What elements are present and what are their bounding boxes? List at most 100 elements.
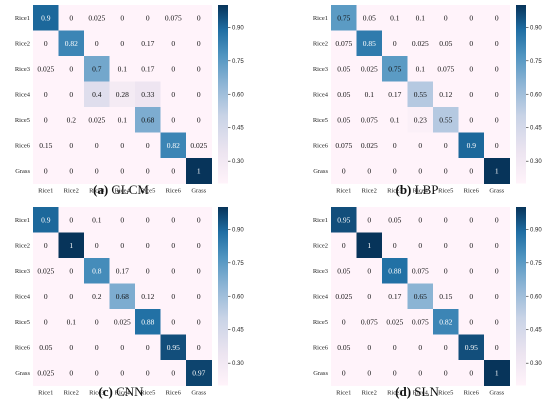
- heatmap-cell: [186, 283, 212, 310]
- cell-value-label: 0.025: [37, 266, 54, 275]
- cell-value-label: 0: [418, 368, 422, 377]
- panel-lbp: 0.75 0.05 0.1 0.1 0 0 0 0.075 0.85 0 0.025 0.05 0 0 0.…: [313, 5, 542, 195]
- heatmap-cell: [484, 258, 510, 284]
- cell-value-label: 0.97: [192, 368, 205, 377]
- y-tick-label: Grass: [313, 370, 328, 377]
- heatmap-cell: [356, 5, 383, 31]
- heatmap-cell: [433, 107, 459, 133]
- x-tick-label: Rice4: [413, 188, 429, 195]
- heatmap-cell: [186, 56, 212, 82]
- colorbar-tick-label: 0.75: [530, 261, 542, 267]
- cell-value-label: 0: [367, 166, 371, 175]
- cell-value-label: 0.05: [337, 115, 350, 124]
- cell-value-label: 0.1: [67, 317, 77, 326]
- panel-glcm: 0.9 0 0.025 0 0 0.075 00 0.82 0 0 0.17 0 00.025 0 0.7 0…: [15, 5, 244, 195]
- y-tick-label: Rice1: [313, 217, 328, 224]
- heatmap-cell: [382, 107, 408, 133]
- cell-value-label: 0.025: [88, 115, 105, 124]
- heatmap-cell: [356, 360, 383, 386]
- y-tick-label: Grass: [15, 370, 30, 377]
- heatmap-cell: [84, 107, 110, 133]
- cell-value-label: 0: [444, 266, 448, 275]
- heatmap-cell: [109, 258, 136, 284]
- cell-value-label: 0: [444, 343, 448, 352]
- cell-value-label: 0: [495, 343, 499, 352]
- heatmap-cell: [407, 56, 434, 82]
- cell-value-label: 0: [418, 141, 422, 150]
- y-tick-label: Rice5: [313, 319, 328, 326]
- cell-value-label: 0.05: [388, 215, 401, 224]
- cell-value-label: 0.2: [67, 115, 77, 124]
- cell-value-label: 0: [120, 343, 124, 352]
- heatmap-cell: [84, 283, 110, 310]
- heatmap-cell: [433, 81, 459, 108]
- x-tick-label: Rice6: [464, 390, 480, 397]
- x-tick-label: Rice2: [362, 188, 377, 195]
- colorbar: [516, 207, 526, 386]
- cell-value-label: 0: [342, 317, 346, 326]
- heatmap-cell: [433, 207, 459, 233]
- cell-value-label: 1: [495, 368, 499, 377]
- heatmap-cell: [186, 107, 212, 133]
- colorbar-tick-label: 0.90: [232, 25, 244, 31]
- heatmap-cell: [356, 107, 383, 133]
- y-tick-label: Rice3: [15, 66, 30, 73]
- x-tick-label: Rice3: [89, 188, 104, 195]
- cell-value-label: 0.075: [412, 317, 429, 326]
- heatmap-cell: [484, 360, 510, 386]
- heatmap-cell: [135, 30, 161, 57]
- heatmap-cell: [458, 56, 485, 82]
- cell-value-label: 0: [171, 166, 175, 175]
- heatmap-cell: [407, 30, 434, 57]
- heatmap-cell: [356, 334, 383, 361]
- colorbar-tick-label: 0.60: [232, 294, 244, 300]
- cell-value-label: 0.05: [337, 90, 350, 99]
- heatmap-cell: [58, 5, 85, 31]
- heatmap-cell: [356, 283, 383, 310]
- cell-value-label: 0: [444, 141, 448, 150]
- cell-value-label: 0.82: [439, 317, 452, 326]
- cell-value-label: 0.17: [388, 292, 401, 301]
- heatmap-cell: [331, 360, 357, 386]
- cell-value-label: 0: [444, 368, 448, 377]
- cell-value-label: 0: [171, 241, 175, 250]
- y-tick-label: Rice4: [15, 91, 31, 98]
- cell-value-label: 0: [44, 317, 48, 326]
- cell-value-label: 0.15: [439, 292, 452, 301]
- heatmap-cell: [84, 334, 110, 361]
- cell-value-label: 0: [418, 166, 422, 175]
- heatmap-cell: [458, 30, 485, 57]
- heatmap-cell: [84, 30, 110, 57]
- heatmap-cell: [331, 158, 357, 184]
- heatmap-cell: [382, 283, 408, 310]
- cell-value-label: 0.8: [92, 266, 102, 275]
- cell-value-label: 0: [469, 368, 473, 377]
- cell-value-label: 0: [95, 343, 99, 352]
- heatmap-cell: [186, 81, 212, 108]
- heatmap-cell: [458, 207, 485, 233]
- colorbar-tick-label: 0.75: [232, 261, 244, 267]
- cell-value-label: 0: [69, 166, 73, 175]
- colorbar-tick-label: 0.45: [232, 328, 244, 334]
- heatmap-cell: [331, 232, 357, 259]
- heatmap-cell: [135, 56, 161, 82]
- cell-value-label: 0.68: [141, 115, 154, 124]
- heatmap-cell: [58, 107, 85, 133]
- cell-value-label: 1: [69, 241, 73, 250]
- heatmap-cell: [382, 258, 408, 284]
- heatmap-cell: [33, 309, 59, 335]
- cell-value-label: 0: [393, 141, 397, 150]
- cell-value-label: 0: [171, 64, 175, 73]
- heatmap-cell: [356, 30, 383, 57]
- heatmap-cell: [135, 158, 161, 184]
- colorbar-tick-label: 0.90: [530, 227, 542, 233]
- heatmap-cell: [186, 232, 212, 259]
- cell-value-label: 0: [418, 241, 422, 250]
- x-tick-label: Rice5: [140, 188, 155, 195]
- heatmap-cell: [407, 334, 434, 361]
- heatmap-cell: [356, 207, 383, 233]
- cell-value-label: 0.025: [37, 368, 54, 377]
- heatmap-cell: [458, 158, 485, 184]
- cell-value-label: 0.1: [416, 13, 426, 22]
